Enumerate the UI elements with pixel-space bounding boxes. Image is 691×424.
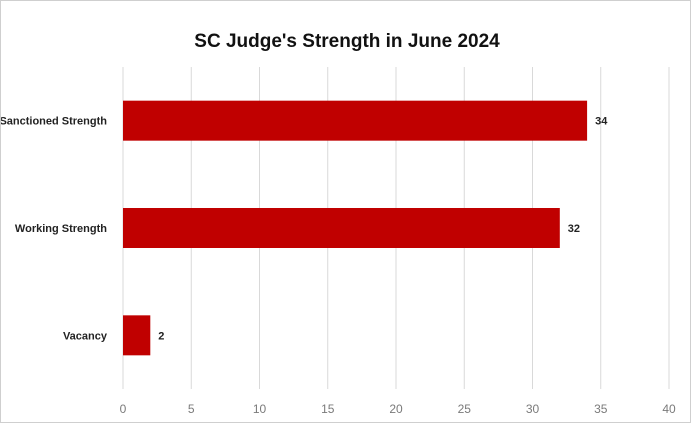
category-labels: Sanctioned Strength Working Strength Vacan…: [1, 116, 108, 343]
value-labels: 34 32 2: [158, 116, 608, 343]
data-label: 32: [568, 223, 580, 235]
category-label: Working Strength: [15, 223, 107, 235]
category-label: Sanctioned Strength: [1, 116, 107, 128]
bar: [123, 100, 588, 141]
data-label: 2: [158, 330, 164, 342]
x-tick-label: 25: [458, 402, 472, 416]
x-tick-label: 35: [594, 402, 608, 416]
x-tick-label: 10: [253, 402, 267, 416]
data-label: 34: [595, 116, 608, 128]
x-axis-ticks: 0 5 10 15 20 25 30 35 40: [120, 402, 676, 416]
bar: [123, 208, 560, 248]
x-tick-label: 30: [526, 402, 540, 416]
chart-title: SC Judge's Strength in June 2024: [194, 31, 500, 52]
bars: [123, 100, 588, 356]
bar: [123, 315, 151, 356]
x-tick-label: 0: [120, 402, 127, 416]
x-tick-label: 15: [321, 402, 335, 416]
x-tick-label: 40: [662, 402, 676, 416]
category-label: Vacancy: [63, 330, 108, 342]
x-tick-label: 5: [188, 402, 195, 416]
x-tick-label: 20: [389, 402, 403, 416]
